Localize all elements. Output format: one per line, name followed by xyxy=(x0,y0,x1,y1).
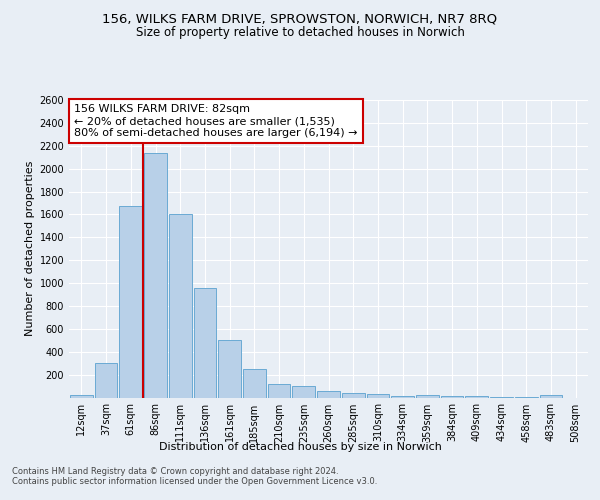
Bar xyxy=(466,396,488,398)
Text: 156 WILKS FARM DRIVE: 82sqm
← 20% of detached houses are smaller (1,535)
80% of : 156 WILKS FARM DRIVE: 82sqm ← 20% of det… xyxy=(74,104,358,138)
Bar xyxy=(268,384,290,398)
Text: Distribution of detached houses by size in Norwich: Distribution of detached houses by size … xyxy=(158,442,442,452)
Bar xyxy=(194,288,216,398)
Bar xyxy=(367,394,389,398)
Bar xyxy=(169,214,191,398)
Bar xyxy=(70,394,93,398)
Bar xyxy=(317,391,340,398)
Text: Contains HM Land Registry data © Crown copyright and database right 2024.: Contains HM Land Registry data © Crown c… xyxy=(12,467,338,476)
Bar xyxy=(243,369,266,398)
Bar xyxy=(441,396,463,398)
Bar xyxy=(539,395,562,398)
Bar xyxy=(218,340,241,398)
Bar xyxy=(391,396,414,398)
Y-axis label: Number of detached properties: Number of detached properties xyxy=(25,161,35,336)
Bar xyxy=(416,394,439,398)
Bar xyxy=(95,363,118,398)
Bar xyxy=(490,397,513,398)
Text: 156, WILKS FARM DRIVE, SPROWSTON, NORWICH, NR7 8RQ: 156, WILKS FARM DRIVE, SPROWSTON, NORWIC… xyxy=(103,12,497,26)
Text: Size of property relative to detached houses in Norwich: Size of property relative to detached ho… xyxy=(136,26,464,39)
Bar xyxy=(119,206,142,398)
Bar xyxy=(144,152,167,398)
Bar xyxy=(515,397,538,398)
Text: Contains public sector information licensed under the Open Government Licence v3: Contains public sector information licen… xyxy=(12,477,377,486)
Bar xyxy=(342,394,365,398)
Bar xyxy=(292,386,315,398)
